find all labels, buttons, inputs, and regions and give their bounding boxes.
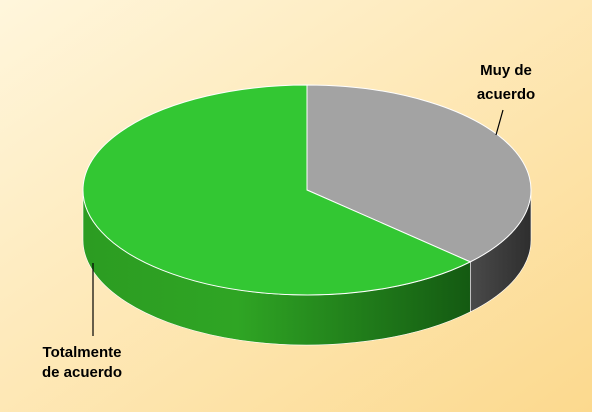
slice-label-totalmente-de-acuerdo: Totalmente de acuerdo <box>42 344 122 381</box>
slice-label-muy-de-acuerdo: Muy de acuerdo <box>477 62 535 103</box>
leader-line-muy-de-acuerdo <box>495 109 504 136</box>
pie-slice-totalmente-de-acuerdo <box>82 84 472 296</box>
pie-slice-muy-de-acuerdo <box>306 84 532 263</box>
